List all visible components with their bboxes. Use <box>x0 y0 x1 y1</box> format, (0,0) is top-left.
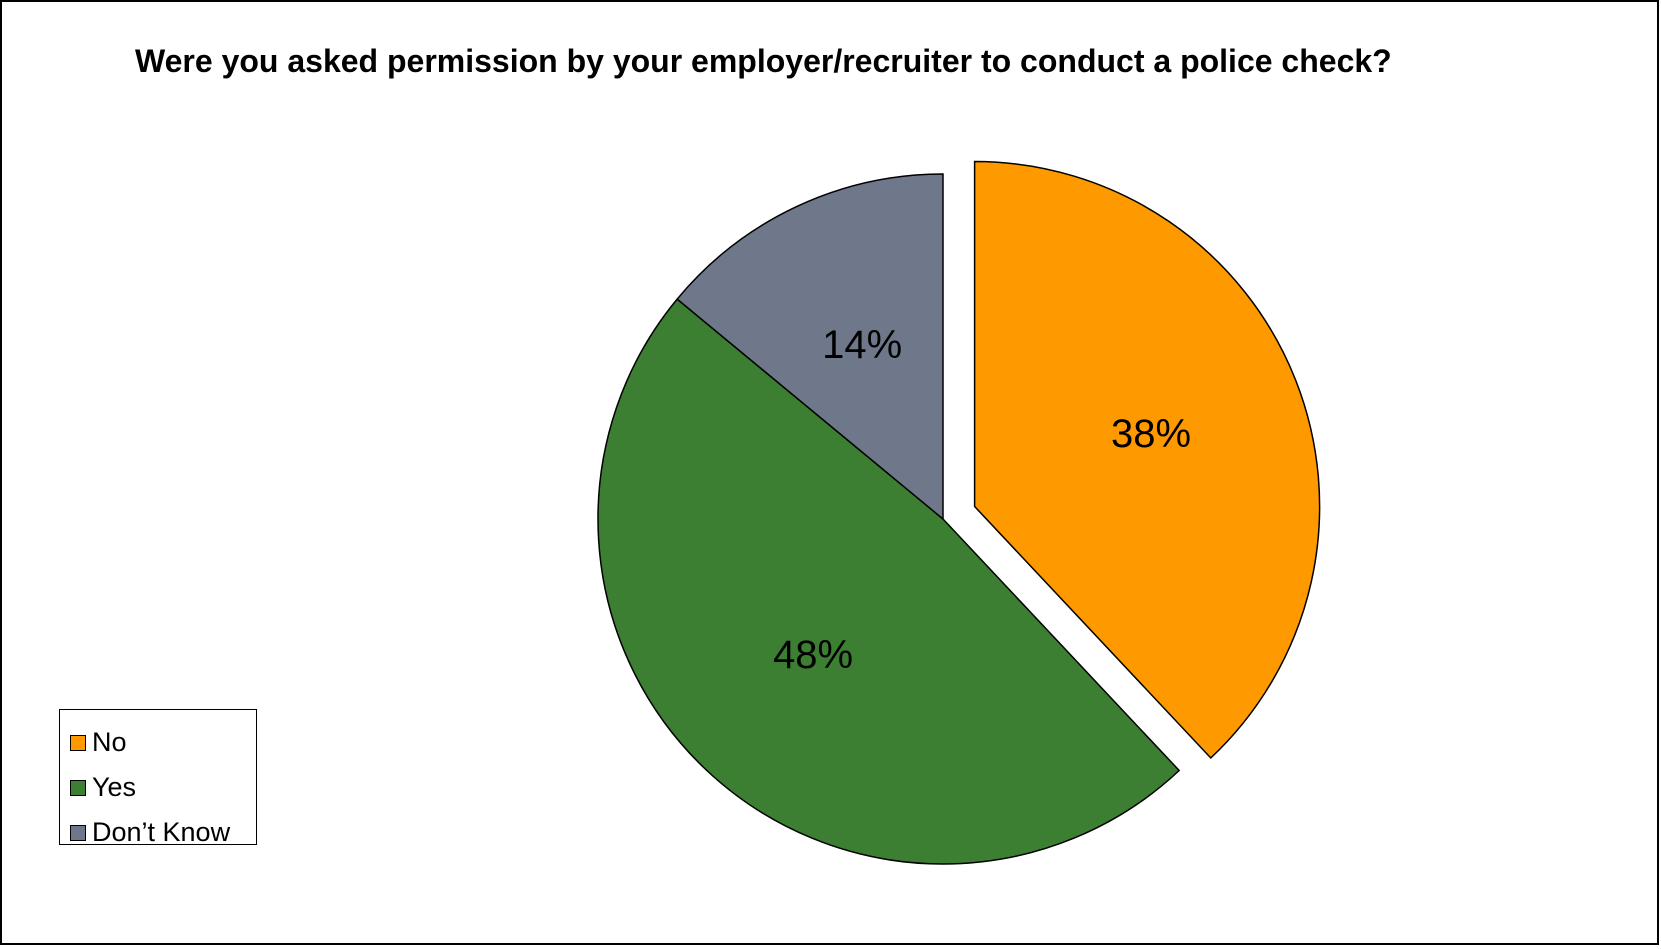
legend-swatch-no <box>70 734 86 751</box>
legend-swatch-yes <box>70 779 86 796</box>
legend-item-dont-know: Don’t Know <box>60 810 256 855</box>
legend-label-dont-know: Don’t Know <box>92 817 231 847</box>
pie-slice-yes <box>597 298 1181 865</box>
slice-label-no: 38% <box>1111 412 1191 456</box>
slice-label-yes: 48% <box>773 633 853 677</box>
pie-slice-dont-know <box>676 173 944 521</box>
legend-label-yes: Yes <box>92 772 137 802</box>
pie-slices <box>597 160 1321 865</box>
pie-slice-no <box>973 160 1321 760</box>
chart-title: Were you asked permission by your employ… <box>135 43 1392 79</box>
legend: No Yes Don’t Know <box>59 709 257 847</box>
legend-item-no: No <box>60 720 256 765</box>
legend-swatch-dont-know <box>70 824 86 841</box>
legend-item-yes: Yes <box>60 765 256 810</box>
legend-label-no: No <box>92 727 127 757</box>
slice-label-dont-know: 14% <box>822 323 902 367</box>
pie-slice-labels: 38% 48% 14% <box>773 323 1191 677</box>
